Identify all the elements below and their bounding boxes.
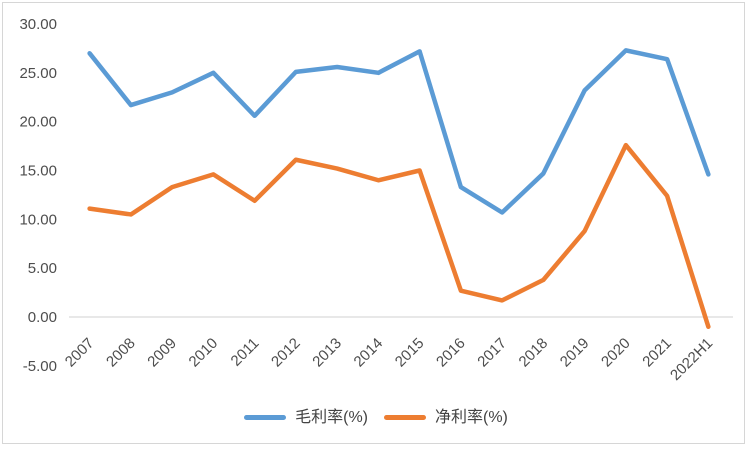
legend-item-gross-margin: 毛利率(%) [244, 408, 368, 427]
y-tick-label: 30.00 [19, 16, 57, 33]
y-tick-label: 5.00 [28, 260, 57, 277]
x-tick-label: 2014 [351, 335, 387, 371]
x-tick-label: 2015 [392, 335, 428, 371]
legend-line-swatch-net-margin [384, 415, 426, 421]
legend-label-gross-margin: 毛利率(%) [295, 409, 368, 426]
y-tick-label: 15.00 [19, 163, 57, 180]
y-tick-label: 10.00 [19, 211, 57, 228]
x-tick-label: 2011 [228, 335, 263, 370]
y-tick-label: 25.00 [19, 65, 57, 82]
x-tick-label: 2016 [433, 335, 469, 371]
x-tick-label: 2007 [62, 335, 98, 371]
x-tick-label: 2021 [639, 335, 675, 371]
legend-item-net-margin: 净利率(%) [384, 408, 508, 427]
series-line-1 [87, 142, 711, 330]
line-chart-svg: 30.00 25.00 20.00 15.00 10.00 5.00 0.00 -5.00 20… [19, 16, 733, 384]
x-tick-label: 2017 [474, 335, 510, 371]
series-line-0 [87, 48, 711, 215]
x-tick-label: 2013 [309, 335, 345, 371]
legend-label-net-margin: 净利率(%) [435, 409, 508, 426]
x-tick-label: 2018 [516, 335, 552, 371]
y-tick-label: 20.00 [19, 114, 57, 131]
legend-line-swatch-gross-margin [244, 415, 287, 421]
chart-legend: 毛利率(%) 净利率(%) [0, 408, 752, 427]
x-tick-label: 2009 [144, 335, 180, 371]
y-tick-label: 0.00 [28, 309, 57, 326]
x-tick-label: 2022H1 [667, 335, 716, 384]
x-tick-label: 2012 [268, 335, 304, 371]
y-tick-label: -5.00 [23, 358, 57, 375]
x-tick-label: 2010 [186, 335, 222, 371]
x-tick-label: 2020 [598, 335, 634, 371]
x-tick-label: 2019 [557, 335, 593, 371]
x-tick-label: 2008 [103, 335, 139, 371]
